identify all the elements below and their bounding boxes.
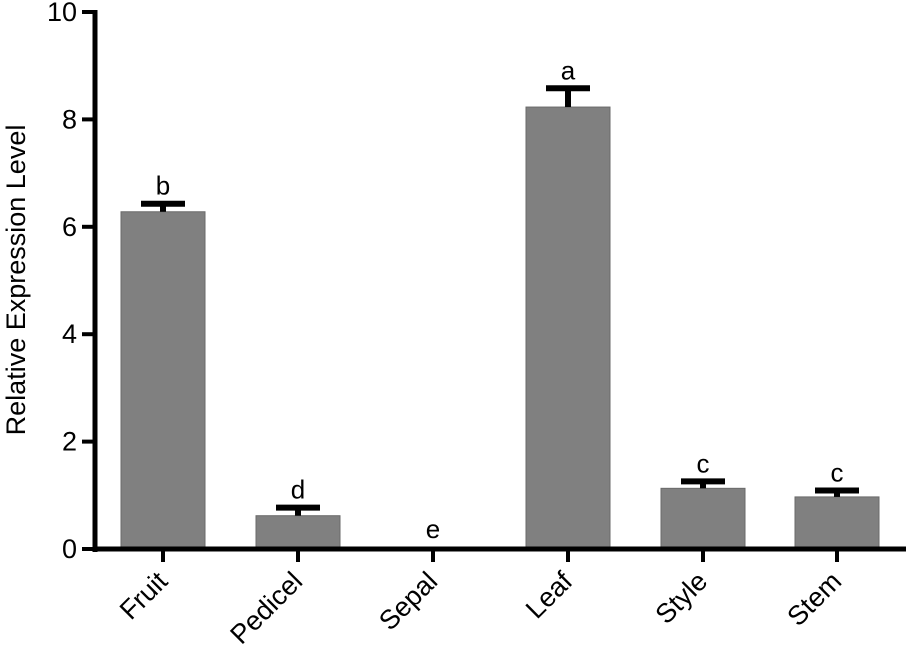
bar-fruit	[120, 211, 206, 550]
x-tick-label-pedicel: Pedicel	[224, 566, 308, 650]
x-tick-label-leaf: Leaf	[520, 566, 579, 625]
y-axis-title: Relative Expression Level	[1, 125, 31, 436]
significance-label-fruit: b	[156, 171, 170, 201]
bar-style	[660, 487, 746, 550]
y-tick-label: 2	[62, 427, 77, 457]
y-tick-label: 0	[62, 534, 77, 564]
significance-label-style: c	[697, 448, 710, 478]
x-tick-label-style: Style	[650, 566, 714, 630]
y-tick-label: 4	[62, 319, 77, 349]
y-tick-label: 10	[47, 0, 77, 27]
x-tick-label-fruit: Fruit	[114, 566, 174, 626]
bars-group: b d e a c c	[120, 55, 880, 550]
y-tick-label: 8	[62, 104, 77, 134]
bar-leaf	[525, 106, 611, 550]
significance-label-leaf: a	[561, 55, 576, 85]
significance-label-sepal: e	[426, 514, 440, 544]
significance-label-pedicel: d	[291, 475, 305, 505]
y-tick-label: 6	[62, 212, 77, 242]
bar-pedicel	[255, 515, 341, 550]
bar-stem	[794, 496, 880, 550]
x-tick-label-stem: Stem	[781, 566, 847, 632]
x-tick-label-sepal: Sepal	[373, 566, 443, 636]
significance-label-stem: c	[831, 457, 844, 487]
